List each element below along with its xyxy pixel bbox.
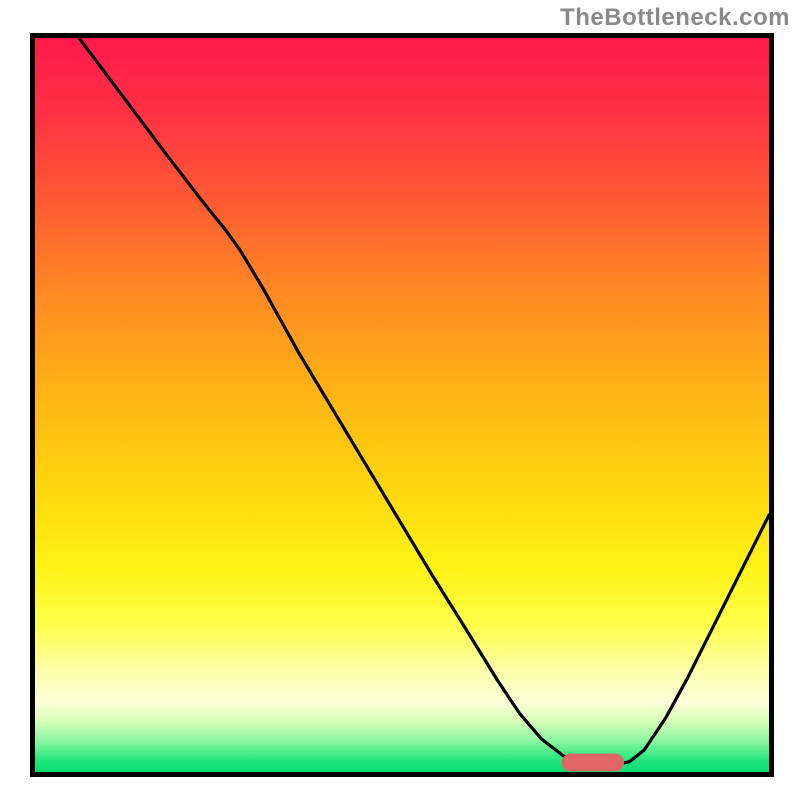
plot-frame xyxy=(30,33,774,777)
canvas-root: TheBottleneck.com xyxy=(0,0,800,800)
optimal-range-marker xyxy=(562,754,624,772)
watermark-text: TheBottleneck.com xyxy=(560,4,790,32)
plot-overlay-svg xyxy=(35,38,769,772)
bottleneck-curve xyxy=(79,38,769,765)
